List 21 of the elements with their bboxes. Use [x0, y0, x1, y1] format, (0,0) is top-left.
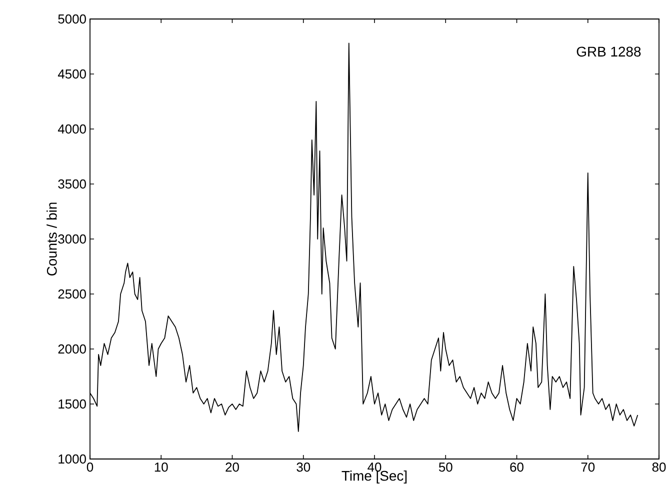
x-tick-label: 0: [86, 462, 94, 472]
y-tick-label: 4500: [58, 69, 86, 79]
x-tick-label: 10: [154, 462, 168, 472]
y-tick-label: 1500: [58, 399, 86, 409]
x-tick-label: 60: [510, 462, 524, 472]
y-tick-label: 3000: [58, 234, 86, 244]
annotation: GRB 1288: [576, 46, 641, 57]
x-tick-label: 40: [368, 462, 382, 472]
y-axis-title: Counts / bin: [46, 202, 57, 276]
x-axis-title: Time [Sec]: [342, 470, 407, 484]
y-tick-label: 3500: [58, 179, 86, 189]
x-tick-label: 30: [296, 462, 310, 472]
x-tick-label: 70: [581, 462, 595, 472]
y-tick-label: 4000: [58, 124, 86, 134]
x-tick-label: 80: [652, 462, 666, 472]
y-tick-label: 1000: [58, 454, 86, 464]
y-tick-label: 2000: [58, 344, 86, 354]
x-tick-label: 50: [438, 462, 452, 472]
x-tick-label: 20: [226, 462, 239, 472]
y-tick-label: 5000: [58, 14, 86, 24]
y-tick-label: 2500: [58, 289, 86, 299]
